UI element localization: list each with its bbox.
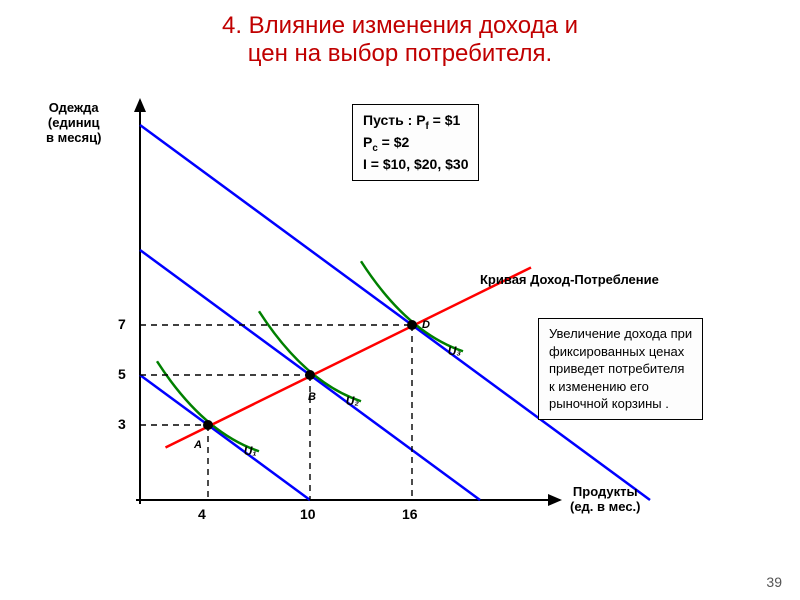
u-label-3: U₃ <box>448 344 461 358</box>
point-B <box>305 370 315 380</box>
x-tick-10: 10 <box>300 506 316 522</box>
u-label-2: U₂ <box>346 394 359 408</box>
y-tick-7: 7 <box>118 316 126 332</box>
assumption-line: I = $10, $20, $30 <box>363 155 468 174</box>
assumption-line: Pc = $2 <box>363 133 468 155</box>
x-tick-4: 4 <box>198 506 206 522</box>
x-tick-16: 16 <box>402 506 418 522</box>
x-axis-label: Продукты (ед. в мес.) <box>570 484 640 514</box>
slide: 4. Влияние изменения дохода и цен на выб… <box>0 0 800 600</box>
point-D <box>407 320 417 330</box>
income-consumption-curve <box>166 268 532 448</box>
assumptions-box: Пусть : Pf = $1 Pc = $2 I = $10, $20, $3… <box>352 104 479 181</box>
chart-svg <box>0 0 800 600</box>
point-label-B: B <box>308 391 316 403</box>
point-A <box>203 420 213 430</box>
y-tick-3: 3 <box>118 416 126 432</box>
explanation-box: Увеличение дохода при фиксированных цена… <box>538 318 703 420</box>
budget-line-3 <box>140 125 650 500</box>
page-number: 39 <box>766 574 782 590</box>
y-axis-label: Одежда (единиц в месяц) <box>46 100 101 145</box>
budget-line-1 <box>140 375 310 500</box>
assumption-line: Пусть : Pf = $1 <box>363 111 468 133</box>
y-tick-5: 5 <box>118 366 126 382</box>
point-label-A: A <box>194 439 202 451</box>
point-label-D: D <box>422 319 430 331</box>
income-consumption-label: Кривая Доход-Потребление <box>480 272 659 287</box>
u-label-1: U₁ <box>244 444 257 458</box>
